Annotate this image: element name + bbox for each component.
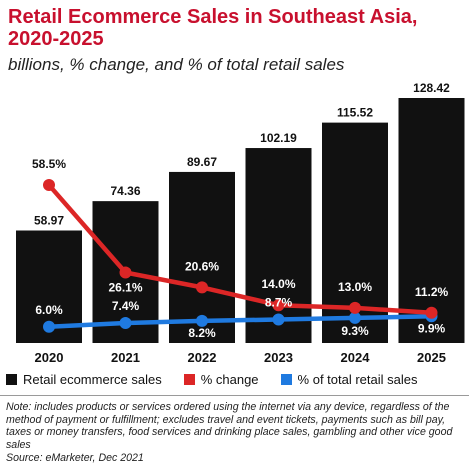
share-point	[272, 313, 285, 326]
source-note: Source: eMarketer, Dec 2021	[6, 452, 144, 464]
change-value-label: 58.5%	[32, 157, 66, 171]
legend-label-sales: Retail ecommerce sales	[23, 372, 162, 387]
change-point	[119, 266, 132, 279]
divider	[0, 395, 469, 396]
legend-swatch-change	[183, 374, 195, 385]
bar-value-label: 89.67	[187, 155, 217, 169]
share-line	[48, 314, 432, 330]
change-point	[425, 306, 438, 319]
legend-item-change: % change	[183, 372, 259, 387]
share-value-label: 8.7%	[265, 296, 293, 310]
share-point	[43, 320, 55, 333]
bar-value-label: 74.36	[110, 184, 140, 198]
change-point	[196, 281, 208, 294]
legend-swatch-sales	[6, 374, 17, 385]
share-value-label: 8.2%	[188, 326, 216, 340]
chart-title: Retail Ecommerce Sales in Southeast Asia…	[8, 6, 418, 50]
bar-value-label: 115.52	[337, 106, 373, 120]
x-tick-label: 2022	[188, 350, 217, 365]
x-tick-label: 2020	[35, 350, 64, 365]
share-point	[196, 314, 208, 327]
change-point	[349, 301, 361, 314]
bar-value-label: 128.42	[413, 81, 450, 95]
x-tick-label: 2024	[341, 350, 371, 365]
change-point	[272, 299, 285, 312]
bar	[169, 171, 235, 343]
chart-subtitle: billions, % change, and % of total retai…	[8, 55, 345, 74]
chart-legend: Retail ecommerce sales % change % of tot…	[6, 372, 466, 387]
x-tick-label: 2021	[111, 350, 140, 365]
legend-item-sales: Retail ecommerce sales	[6, 372, 162, 387]
footnote: Note: includes products or services orde…	[6, 401, 453, 451]
share-value-label: 9.3%	[341, 324, 369, 338]
x-tick-label: 2025	[417, 350, 446, 365]
legend-label-change: % change	[200, 372, 259, 387]
chart-canvas: 58.97 74.36 89.67 102.19 115.52 128.42 58.5% 26…	[16, 81, 465, 365]
change-value-label: 11.2%	[415, 285, 449, 299]
share-value-label: 9.9%	[418, 321, 446, 335]
share-value-label: 6.0%	[35, 303, 63, 317]
x-tick-label: 2023	[264, 350, 293, 365]
legend-item-share: % of total retail sales	[280, 372, 418, 387]
bar-value-label: 58.97	[34, 213, 64, 227]
legend-swatch-share	[280, 374, 292, 385]
share-value-label: 7.4%	[112, 299, 140, 313]
change-value-label: 13.0%	[338, 280, 372, 294]
change-value-label: 14.0%	[261, 277, 295, 291]
change-value-label: 26.1%	[108, 281, 142, 295]
bar	[398, 98, 465, 343]
change-point	[43, 179, 55, 192]
share-point	[119, 317, 132, 330]
change-line	[47, 183, 432, 316]
legend-label-share: % of total retail sales	[297, 372, 418, 387]
bar-value-label: 102.19	[260, 131, 297, 145]
share-point	[349, 311, 361, 324]
change-value-label: 20.6%	[185, 259, 219, 273]
